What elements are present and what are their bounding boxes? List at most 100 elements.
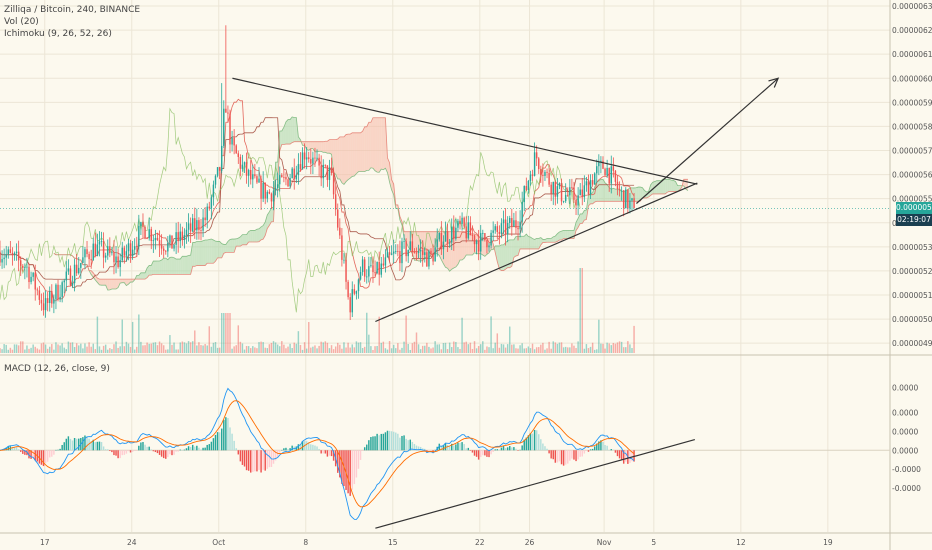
- volume-bar: [575, 348, 577, 353]
- volume-bar: [399, 349, 401, 353]
- candle-body: [397, 251, 399, 252]
- volume-bar: [480, 344, 482, 353]
- candle-body: [598, 162, 600, 167]
- volume-bar: [289, 343, 291, 353]
- macd-histogram-bar: [602, 441, 604, 451]
- trend-annotations[interactable]: [232, 77, 780, 529]
- candle-body: [322, 164, 324, 179]
- candle-body: [556, 186, 559, 197]
- volume-bar: [98, 346, 101, 353]
- cloud-segment: [617, 189, 620, 202]
- volume-bar: [430, 348, 432, 353]
- candle-body: [274, 188, 277, 191]
- candle-body: [258, 178, 260, 183]
- candle-body: [94, 243, 97, 256]
- cloud-segment: [518, 236, 521, 256]
- volume-bar: [434, 341, 436, 353]
- macd-histogram-bar: [324, 450, 327, 454]
- macd-histogram-bar: [140, 442, 142, 451]
- macd-histogram-bar: [17, 449, 20, 451]
- cloud-segment: [171, 257, 175, 275]
- macd-legend[interactable]: MACD (12, 26, close, 9): [4, 364, 110, 374]
- candle-body: [629, 200, 631, 209]
- volume-bar: [407, 344, 409, 353]
- volume-bar: [67, 341, 70, 353]
- candle-body: [136, 246, 138, 247]
- volume-bar: [459, 348, 461, 353]
- macd-histogram-bar: [63, 442, 65, 451]
- macd-histogram-bar: [19, 450, 22, 452]
- volume-bar: [618, 341, 621, 353]
- volume-bar: [531, 343, 534, 353]
- volume-bar: [579, 268, 581, 353]
- candle-body: [51, 291, 53, 304]
- candle-body: [388, 252, 391, 255]
- symbol-legend[interactable]: Zilliqa / Bitcoin, 240, BINANCE: [4, 5, 141, 15]
- candle-body: [173, 244, 175, 249]
- volume-bar: [49, 346, 51, 353]
- cloud-segment: [358, 132, 361, 172]
- cloud-segment: [611, 188, 614, 202]
- candle-body: [453, 226, 455, 239]
- candle-body: [328, 167, 331, 180]
- cloud-segment: [590, 192, 593, 204]
- cloud-segment: [383, 117, 386, 170]
- candle-body: [308, 157, 310, 160]
- candle-body: [450, 226, 453, 243]
- volume-bar: [440, 349, 443, 353]
- ichimoku-legend[interactable]: Ichimoku (9, 26, 52, 26): [4, 29, 112, 39]
- cloud-segment: [290, 116, 293, 145]
- macd-histogram-bar: [376, 433, 378, 451]
- volume-bar: [144, 345, 146, 353]
- macd-histogram-bar: [587, 450, 590, 452]
- volume-bar: [46, 348, 49, 353]
- macd-histogram-bar: [138, 445, 140, 451]
- volume-bar: [424, 345, 426, 353]
- cloud-segment: [356, 132, 359, 174]
- candle-body: [252, 174, 254, 180]
- macd-histogram-bar: [498, 449, 501, 451]
- cloud-segment: [211, 239, 214, 264]
- candle-body: [409, 241, 412, 250]
- candle-body: [484, 233, 486, 241]
- macd-histogram-bar: [22, 450, 24, 454]
- macd-histogram-bar: [198, 447, 200, 451]
- candle-body: [196, 220, 198, 231]
- macd-tick-label: 0.0000: [892, 427, 918, 436]
- volume-bar: [3, 344, 5, 353]
- candle-body: [291, 168, 293, 178]
- candle-body: [285, 177, 287, 180]
- candle-body: [194, 218, 196, 231]
- volume-bar: [181, 341, 184, 353]
- cloud-segment: [596, 181, 599, 202]
- cloud-segment: [265, 214, 268, 236]
- macd-histogram-bar: [262, 450, 264, 470]
- cloud-segment: [236, 238, 239, 247]
- candle-body: [206, 206, 208, 221]
- candle-body: [455, 227, 457, 239]
- candle-body: [571, 187, 573, 188]
- macd-histogram-bar: [421, 448, 424, 451]
- candle-body: [614, 170, 617, 182]
- volume-bar: [249, 348, 252, 353]
- macd-histogram-bar: [129, 450, 132, 453]
- volume-bar: [287, 346, 289, 353]
- volume-legend[interactable]: Vol (20): [4, 17, 39, 27]
- volume-bar: [413, 341, 416, 353]
- macd-histogram-bar: [283, 448, 285, 451]
- candle-body: [111, 252, 113, 254]
- macd-histogram-bar: [544, 446, 546, 451]
- volume-bar: [28, 348, 30, 353]
- macd-histogram-bar: [401, 435, 403, 451]
- cloud-segment: [685, 179, 688, 191]
- candle-body: [289, 177, 291, 187]
- candle-body: [270, 193, 273, 202]
- candle-body: [13, 253, 16, 255]
- candle-body: [162, 248, 165, 251]
- cloud-segment: [482, 238, 485, 257]
- volume-bar: [633, 325, 635, 353]
- cloud-segment: [182, 256, 185, 275]
